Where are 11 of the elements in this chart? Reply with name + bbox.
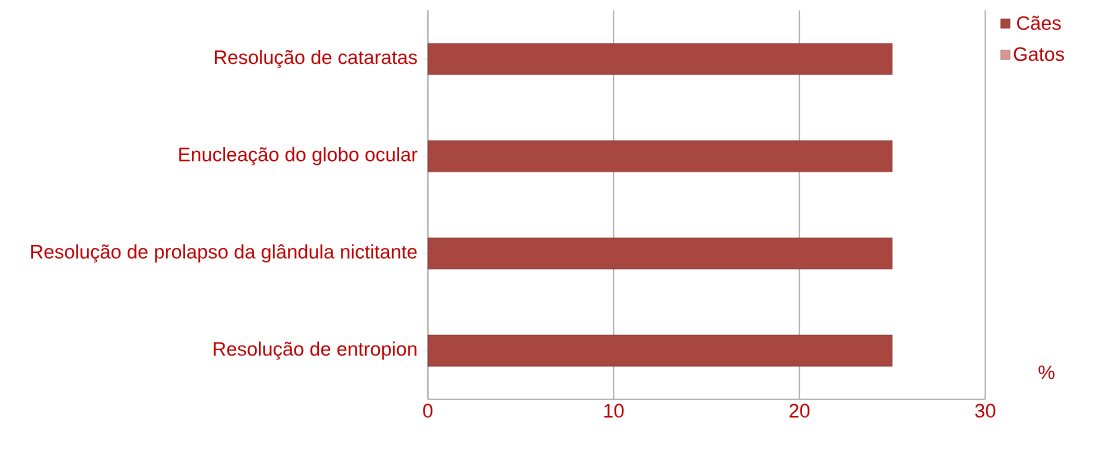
x-tick-label: 10	[604, 404, 624, 418]
y-tick-label: Resolução de entropion	[213, 341, 417, 360]
y-tick-label: Enucleação do globo ocular	[179, 147, 418, 166]
y-tick-label: Resolução de prolapso da glândula nictitante	[31, 244, 417, 263]
legend-label: Gatos	[1013, 47, 1065, 62]
x-axis-title: %	[1038, 365, 1055, 380]
x-tick-label: 0	[423, 404, 433, 418]
x-tick-label: 30	[975, 404, 996, 418]
x-tick-label: 20	[789, 404, 810, 418]
y-tick-label: Resolução de cataratas	[214, 50, 417, 69]
legend-label: Cães	[1017, 16, 1061, 31]
